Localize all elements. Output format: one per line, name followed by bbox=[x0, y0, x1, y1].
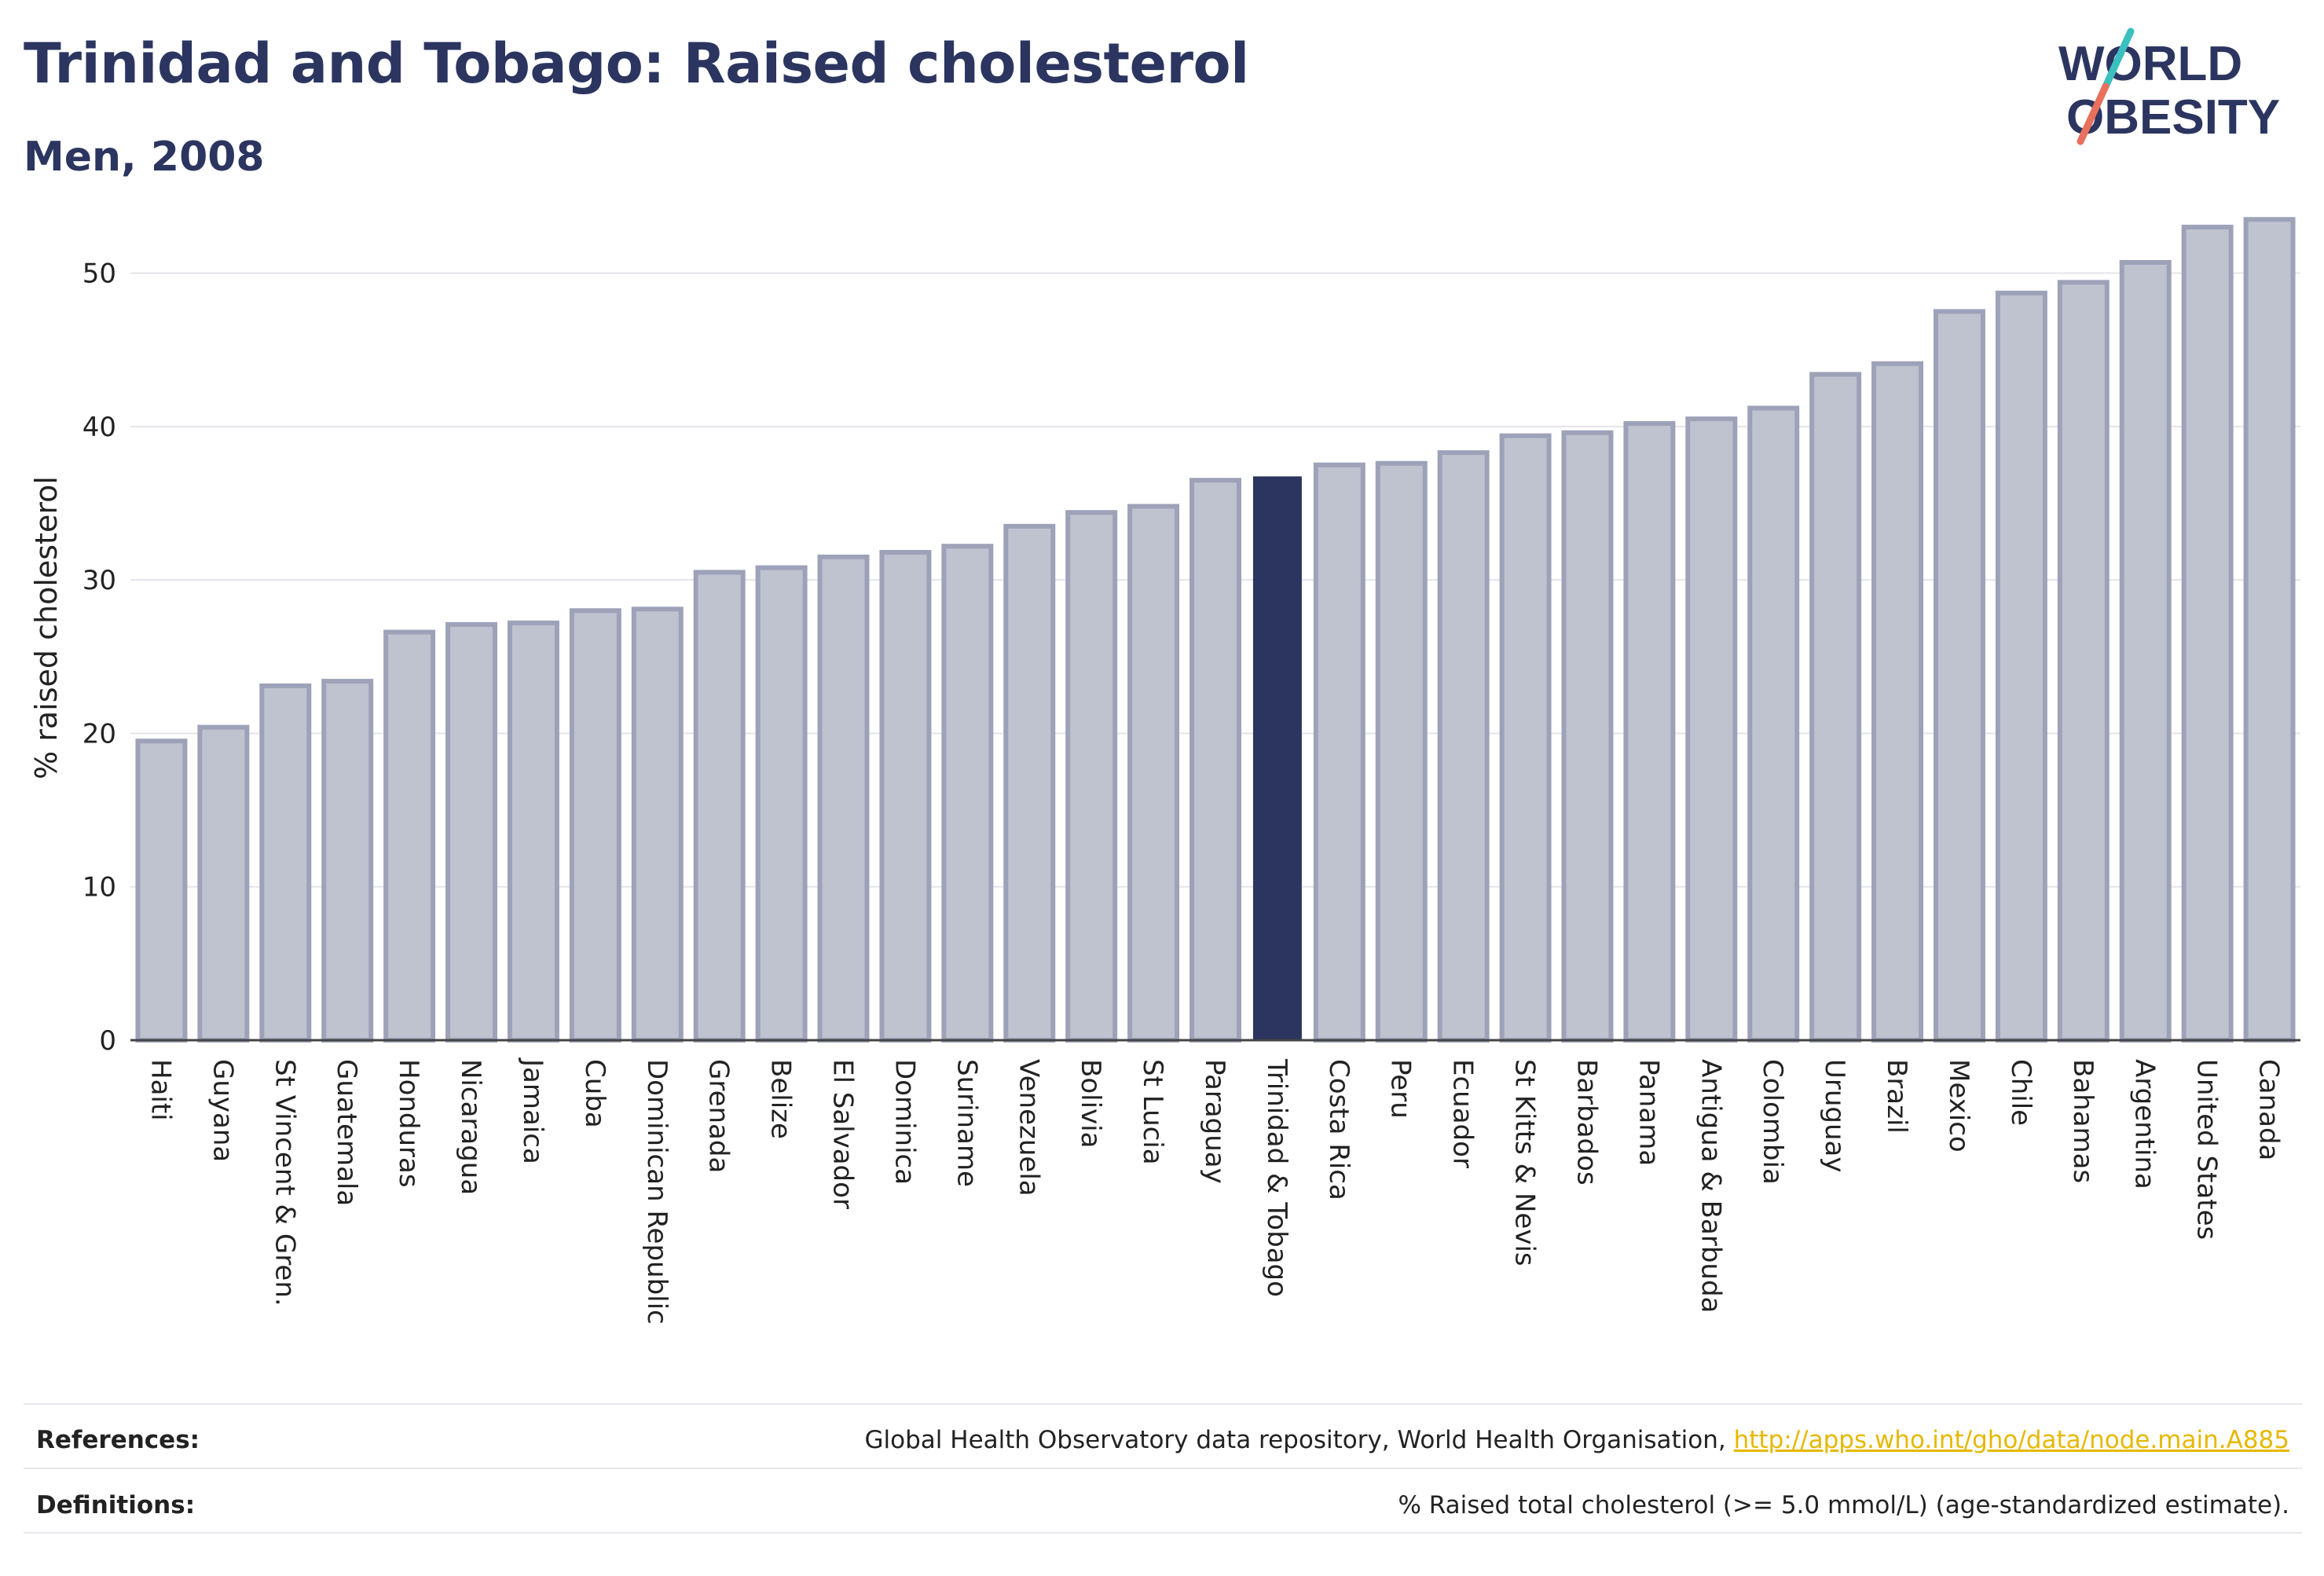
bar bbox=[1003, 523, 1056, 1043]
bar bbox=[631, 607, 684, 1043]
bar bbox=[1375, 460, 1428, 1043]
logo-word-world: WORLD bbox=[2058, 37, 2242, 91]
y-tick-label: 10 bbox=[82, 872, 116, 903]
x-tick-label: Ecuador bbox=[1447, 1059, 1479, 1168]
bar bbox=[1499, 433, 1552, 1043]
x-tick-label: St Vincent & Gren. bbox=[269, 1059, 300, 1307]
bar bbox=[569, 608, 621, 1043]
x-tick-label: Brazil bbox=[1881, 1059, 1912, 1134]
x-tick-label: Peru bbox=[1385, 1059, 1417, 1119]
references-source: Global Health Observatory data repositor… bbox=[864, 1426, 1734, 1454]
x-tick-label: Jamaica bbox=[517, 1057, 548, 1164]
x-tick-label: United States bbox=[2191, 1059, 2223, 1240]
chart-subtitle: Men, 2008 bbox=[24, 134, 265, 181]
y-axis-label: % raised cholesterol bbox=[29, 476, 64, 779]
x-tick-label: Mexico bbox=[1943, 1059, 1974, 1153]
bar bbox=[2057, 280, 2110, 1043]
x-tick-label: Panama bbox=[1633, 1059, 1664, 1166]
bar bbox=[1809, 372, 1862, 1043]
x-tick-label: Venezuela bbox=[1013, 1059, 1044, 1197]
x-tick-label: Guatemala bbox=[331, 1059, 362, 1206]
x-tick-label: St Kitts & Nevis bbox=[1509, 1059, 1541, 1266]
bar bbox=[383, 629, 436, 1043]
chart-title: Trinidad and Tobago: Raised cholesterol bbox=[24, 31, 1249, 96]
x-tick-label: Trinidad & Tobago bbox=[1261, 1058, 1292, 1297]
x-tick-label: Uruguay bbox=[1819, 1059, 1850, 1173]
x-tick-label: Dominican Republic bbox=[641, 1059, 673, 1325]
x-tick-label: Chile bbox=[2005, 1059, 2036, 1126]
x-tick-label: Antigua & Barbuda bbox=[1695, 1059, 1726, 1313]
y-tick-label: 20 bbox=[82, 718, 116, 750]
world-obesity-logo: WORLD OBESITY bbox=[2058, 27, 2280, 145]
definitions-text: % Raised total cholesterol (>= 5.0 mmol/… bbox=[1398, 1491, 2289, 1519]
x-tick-label: Dominica bbox=[889, 1059, 920, 1185]
bar bbox=[1561, 430, 1614, 1043]
bar bbox=[259, 683, 312, 1043]
references-text: Global Health Observatory data repositor… bbox=[865, 1426, 2289, 1454]
bar bbox=[135, 739, 188, 1043]
footer-divider-bottom bbox=[24, 1532, 2302, 1534]
references-link[interactable]: http://apps.who.int/gho/data/node.main.A… bbox=[1733, 1426, 2289, 1454]
x-tick-label: Nicaragua bbox=[455, 1059, 486, 1195]
definitions-label: Definitions: bbox=[36, 1491, 196, 1519]
bar bbox=[2181, 225, 2234, 1043]
logo-slash-teal bbox=[2102, 27, 2135, 90]
x-tick-label: Cuba bbox=[579, 1059, 610, 1128]
x-tick-label: St Lucia bbox=[1137, 1059, 1168, 1165]
x-tick-label: El Salvador bbox=[827, 1059, 859, 1209]
bar bbox=[1685, 416, 1738, 1043]
bar bbox=[1189, 478, 1241, 1043]
references-label: References: bbox=[36, 1426, 200, 1454]
bar bbox=[1127, 504, 1180, 1043]
bar bbox=[1623, 421, 1676, 1043]
bar bbox=[1871, 361, 1924, 1043]
bar bbox=[1437, 450, 1490, 1043]
x-tick-label: Paraguay bbox=[1199, 1059, 1230, 1184]
y-tick-label: 30 bbox=[82, 565, 116, 596]
bar bbox=[755, 565, 808, 1043]
y-tick-label: 40 bbox=[82, 412, 116, 443]
bar bbox=[2243, 217, 2296, 1043]
bar bbox=[321, 679, 374, 1043]
bar bbox=[1747, 405, 1800, 1043]
x-tick-label: Bolivia bbox=[1075, 1059, 1106, 1148]
bar bbox=[197, 724, 250, 1043]
logo-slash-coral bbox=[2077, 82, 2110, 145]
x-tick-label: Haiti bbox=[145, 1059, 176, 1121]
bar bbox=[1933, 309, 1985, 1043]
y-tick-label: 50 bbox=[82, 258, 116, 290]
x-tick-label: Argentina bbox=[2129, 1059, 2161, 1189]
bar bbox=[693, 570, 746, 1043]
bar bbox=[445, 621, 498, 1043]
x-tick-label: Costa Rica bbox=[1323, 1059, 1354, 1200]
footer-divider-middle bbox=[24, 1468, 2302, 1469]
bar bbox=[1995, 291, 2047, 1043]
bar bbox=[507, 620, 559, 1043]
bar bbox=[941, 544, 994, 1043]
x-tick-label: Suriname bbox=[951, 1059, 982, 1187]
x-tick-label: Colombia bbox=[1757, 1059, 1788, 1185]
bar bbox=[1313, 462, 1365, 1043]
x-tick-label: Guyana bbox=[207, 1059, 238, 1162]
bar bbox=[817, 554, 870, 1043]
x-tick-label: Barbados bbox=[1571, 1059, 1602, 1186]
bar bbox=[1065, 510, 1118, 1043]
bar bbox=[879, 550, 932, 1043]
x-tick-label: Belize bbox=[765, 1059, 797, 1139]
bar-chart: 0 10 20 30 40 50 % raised cholesterol Haiti Guya… bbox=[29, 217, 2300, 1325]
x-tick-label: Honduras bbox=[393, 1059, 424, 1188]
x-tick-label: Bahamas bbox=[2067, 1059, 2099, 1183]
bar bbox=[2119, 259, 2172, 1043]
y-tick-label: 0 bbox=[99, 1025, 116, 1057]
bar bbox=[1252, 476, 1302, 1041]
footer-divider-top bbox=[24, 1403, 2302, 1405]
x-tick-label: Canada bbox=[2253, 1059, 2285, 1160]
x-tick-label: Grenada bbox=[703, 1059, 735, 1173]
